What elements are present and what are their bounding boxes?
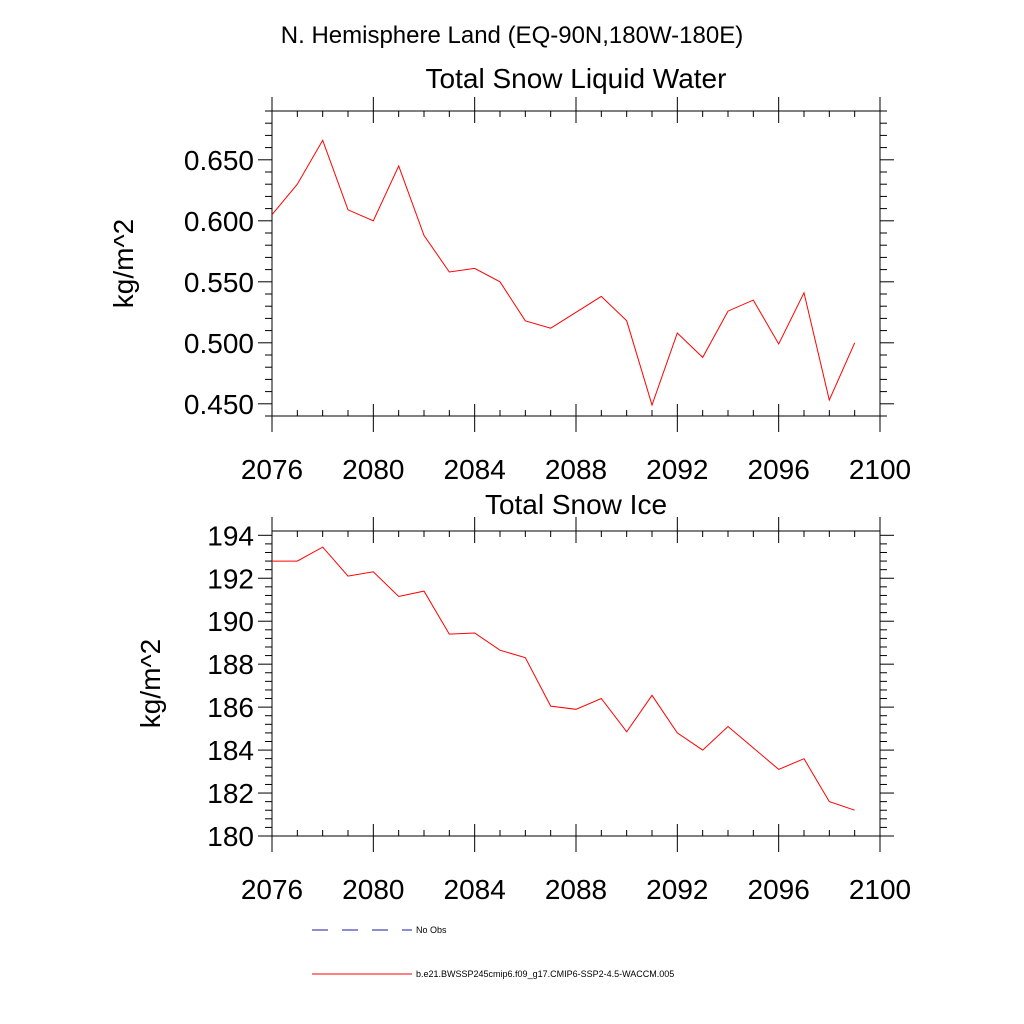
data-point — [397, 165, 399, 167]
data-point — [524, 657, 526, 659]
data-point — [803, 757, 805, 759]
data-point — [828, 800, 830, 802]
data-point — [828, 399, 830, 401]
data-point — [524, 320, 526, 322]
x-tick-label: 2080 — [342, 874, 404, 905]
data-point — [752, 747, 754, 749]
x-tick-label: 2100 — [849, 454, 911, 485]
data-point — [575, 311, 577, 313]
legend: No Obs b.e21.BWSSP245cmip6.f09_g17.CMIP6-… — [312, 925, 674, 979]
data-point — [321, 139, 323, 141]
x-tick-label: 2096 — [748, 454, 810, 485]
x-tick-label: 2092 — [646, 454, 708, 485]
y-tick-label: 190 — [207, 606, 254, 637]
data-point — [625, 320, 627, 322]
chart-panel-1: Total Snow Liquid Water 2076 2080 2084 2088 2… — [108, 63, 911, 485]
data-point — [727, 310, 729, 312]
data-point — [752, 299, 754, 301]
plot-frame — [271, 110, 881, 417]
series-line-1 — [271, 139, 856, 407]
data-point — [499, 281, 501, 283]
y-tick-label: 182 — [207, 778, 254, 809]
data-point — [777, 768, 779, 770]
data-point — [448, 271, 450, 273]
data-point — [372, 571, 374, 573]
y-tick-label: 0.500 — [184, 328, 254, 359]
data-point — [423, 234, 425, 236]
data-point — [271, 560, 273, 562]
series-line-1 — [272, 546, 855, 811]
data-point — [296, 560, 298, 562]
chart-panel-2: Total Snow Ice 2076 2080 2084 2088 2092 2096 21… — [135, 489, 911, 905]
y-tick-label: 0.600 — [184, 206, 254, 237]
data-point — [347, 209, 349, 211]
x-tick-label: 2100 — [849, 874, 911, 905]
data-point — [651, 404, 653, 406]
x-tick-label: 2076 — [241, 874, 303, 905]
data-point — [676, 332, 678, 334]
y-axis-label: kg/m^2 — [108, 219, 139, 308]
data-point — [549, 705, 551, 707]
data-point — [625, 731, 627, 733]
data-point — [575, 708, 577, 710]
data-point — [296, 183, 298, 185]
y-tick-label: 180 — [207, 821, 254, 852]
data-point — [397, 595, 399, 597]
x-tick-label: 2088 — [545, 454, 607, 485]
data-point — [727, 725, 729, 727]
data-point — [473, 267, 475, 269]
data-point — [473, 632, 475, 634]
data-point — [271, 214, 273, 216]
x-tick-label: 2080 — [342, 454, 404, 485]
x-tick-label: 2076 — [241, 454, 303, 485]
data-point — [549, 327, 551, 329]
data-point — [701, 356, 703, 358]
data-point — [701, 749, 703, 751]
region-title: N. Hemisphere Land (EQ-90N,180W-180E) — [281, 22, 743, 49]
x-tick-label: 2096 — [748, 874, 810, 905]
y-tick-label: 194 — [207, 520, 254, 551]
data-point — [853, 809, 855, 811]
data-point — [347, 575, 349, 577]
legend-label-2: b.e21.BWSSP245cmip6.f09_g17.CMIP6-SSP2-4… — [416, 969, 674, 979]
y-tick-label: 186 — [207, 692, 254, 723]
x-tick-label: 2092 — [646, 874, 708, 905]
data-point — [651, 694, 653, 696]
data-point — [423, 590, 425, 592]
chart-title: Total Snow Liquid Water — [426, 63, 727, 94]
data-point — [803, 292, 805, 294]
data-point — [676, 732, 678, 734]
data-point — [372, 220, 374, 222]
y-tick-label: 0.550 — [184, 267, 254, 298]
y-tick-label: 188 — [207, 649, 254, 680]
data-point — [600, 697, 602, 699]
data-point — [499, 649, 501, 651]
data-point — [448, 633, 450, 635]
y-tick-label: 184 — [207, 735, 254, 766]
x-tick-label: 2088 — [545, 874, 607, 905]
y-axis-label: kg/m^2 — [135, 639, 166, 728]
data-point — [853, 342, 855, 344]
data-point — [600, 295, 602, 297]
x-tick-label: 2084 — [444, 874, 506, 905]
x-tick-label: 2084 — [444, 454, 506, 485]
data-point — [777, 343, 779, 345]
y-tick-label: 0.650 — [184, 145, 254, 176]
y-tick-label: 192 — [207, 563, 254, 594]
chart-title: Total Snow Ice — [485, 489, 667, 520]
data-point — [321, 546, 323, 548]
plot-frame — [271, 530, 881, 837]
y-tick-label: 0.450 — [184, 389, 254, 420]
legend-label-1: No Obs — [416, 925, 447, 935]
